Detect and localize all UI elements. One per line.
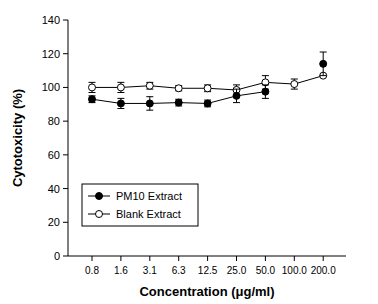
y-tick-label: 60 bbox=[48, 149, 60, 161]
data-point bbox=[117, 84, 124, 91]
x-tick bbox=[92, 256, 93, 261]
x-tick bbox=[323, 256, 324, 261]
y-tick bbox=[63, 154, 68, 155]
y-tick bbox=[63, 188, 68, 189]
error-bar bbox=[175, 86, 182, 91]
data-point bbox=[320, 60, 327, 67]
error-bar bbox=[146, 82, 153, 89]
legend-label: PM10 Extract bbox=[116, 190, 182, 202]
y-tick-label: 80 bbox=[48, 115, 60, 127]
legend-marker bbox=[96, 193, 103, 200]
x-tick bbox=[294, 256, 295, 261]
y-tick bbox=[63, 53, 68, 54]
data-point bbox=[175, 99, 182, 106]
y-tick bbox=[63, 121, 68, 122]
legend: PM10 Extract Blank Extract bbox=[82, 184, 198, 226]
error-bar bbox=[117, 82, 124, 92]
x-axis-label: Concentration (μg/ml) bbox=[139, 284, 274, 299]
y-axis bbox=[68, 20, 69, 256]
x-tick bbox=[149, 256, 150, 261]
legend-label: Blank Extract bbox=[116, 208, 181, 220]
x-tick-label: 50.0 bbox=[256, 265, 276, 276]
data-point bbox=[146, 82, 153, 89]
error-bar bbox=[117, 98, 124, 108]
x-tick-label: 100.0 bbox=[282, 265, 307, 276]
plot-area bbox=[89, 52, 327, 110]
y-tick bbox=[63, 87, 68, 88]
error-bar bbox=[89, 82, 96, 92]
data-point bbox=[262, 88, 269, 95]
x-tick bbox=[120, 256, 121, 261]
x-tick-label: 25.0 bbox=[227, 265, 247, 276]
x-tick bbox=[265, 256, 266, 261]
data-point bbox=[204, 85, 211, 92]
x-tick bbox=[236, 256, 237, 261]
error-bar bbox=[146, 97, 153, 110]
data-point bbox=[204, 100, 211, 107]
error-bar bbox=[204, 85, 211, 92]
data-point bbox=[146, 100, 153, 107]
legend-box bbox=[82, 184, 198, 226]
y-tick-label: 20 bbox=[48, 216, 60, 228]
y-tick bbox=[63, 256, 68, 257]
data-point bbox=[175, 85, 182, 92]
series-line bbox=[92, 64, 323, 104]
y-tick-label: 140 bbox=[42, 14, 60, 26]
y-tick-label: 120 bbox=[42, 48, 60, 60]
data-point bbox=[89, 96, 96, 103]
error-bar bbox=[262, 85, 269, 98]
x-tick-label: 6.3 bbox=[172, 265, 186, 276]
error-bar bbox=[291, 79, 298, 89]
y-tick-label: 100 bbox=[42, 81, 60, 93]
error-bar bbox=[175, 99, 182, 106]
data-point bbox=[117, 100, 124, 107]
x-tick-label: 3.1 bbox=[143, 265, 157, 276]
x-tick-label: 12.5 bbox=[198, 265, 218, 276]
x-tick-label: 1.6 bbox=[114, 265, 128, 276]
data-point bbox=[262, 79, 269, 86]
y-axis-label: Cytotoxicity (%) bbox=[10, 89, 25, 187]
error-bar bbox=[233, 89, 240, 102]
x-axis bbox=[68, 256, 346, 257]
data-point bbox=[233, 92, 240, 99]
y-tick bbox=[63, 20, 68, 21]
y-tick-label: 40 bbox=[48, 183, 60, 195]
x-tick-label: 0.8 bbox=[85, 265, 99, 276]
data-point bbox=[291, 81, 298, 88]
error-bar bbox=[320, 52, 327, 76]
chart: 0 20 40 60 80 100 120 140 0.8 1.6 3.1 6.3 12.5 25.0 50… bbox=[0, 0, 378, 304]
data-point bbox=[89, 84, 96, 91]
x-tick bbox=[178, 256, 179, 261]
x-tick-label: 200.0 bbox=[311, 265, 336, 276]
legend-marker bbox=[96, 211, 103, 218]
error-bar bbox=[204, 100, 211, 107]
x-tick bbox=[207, 256, 208, 261]
y-tick bbox=[63, 222, 68, 223]
y-tick-label: 0 bbox=[54, 250, 60, 262]
error-bar bbox=[89, 96, 96, 103]
